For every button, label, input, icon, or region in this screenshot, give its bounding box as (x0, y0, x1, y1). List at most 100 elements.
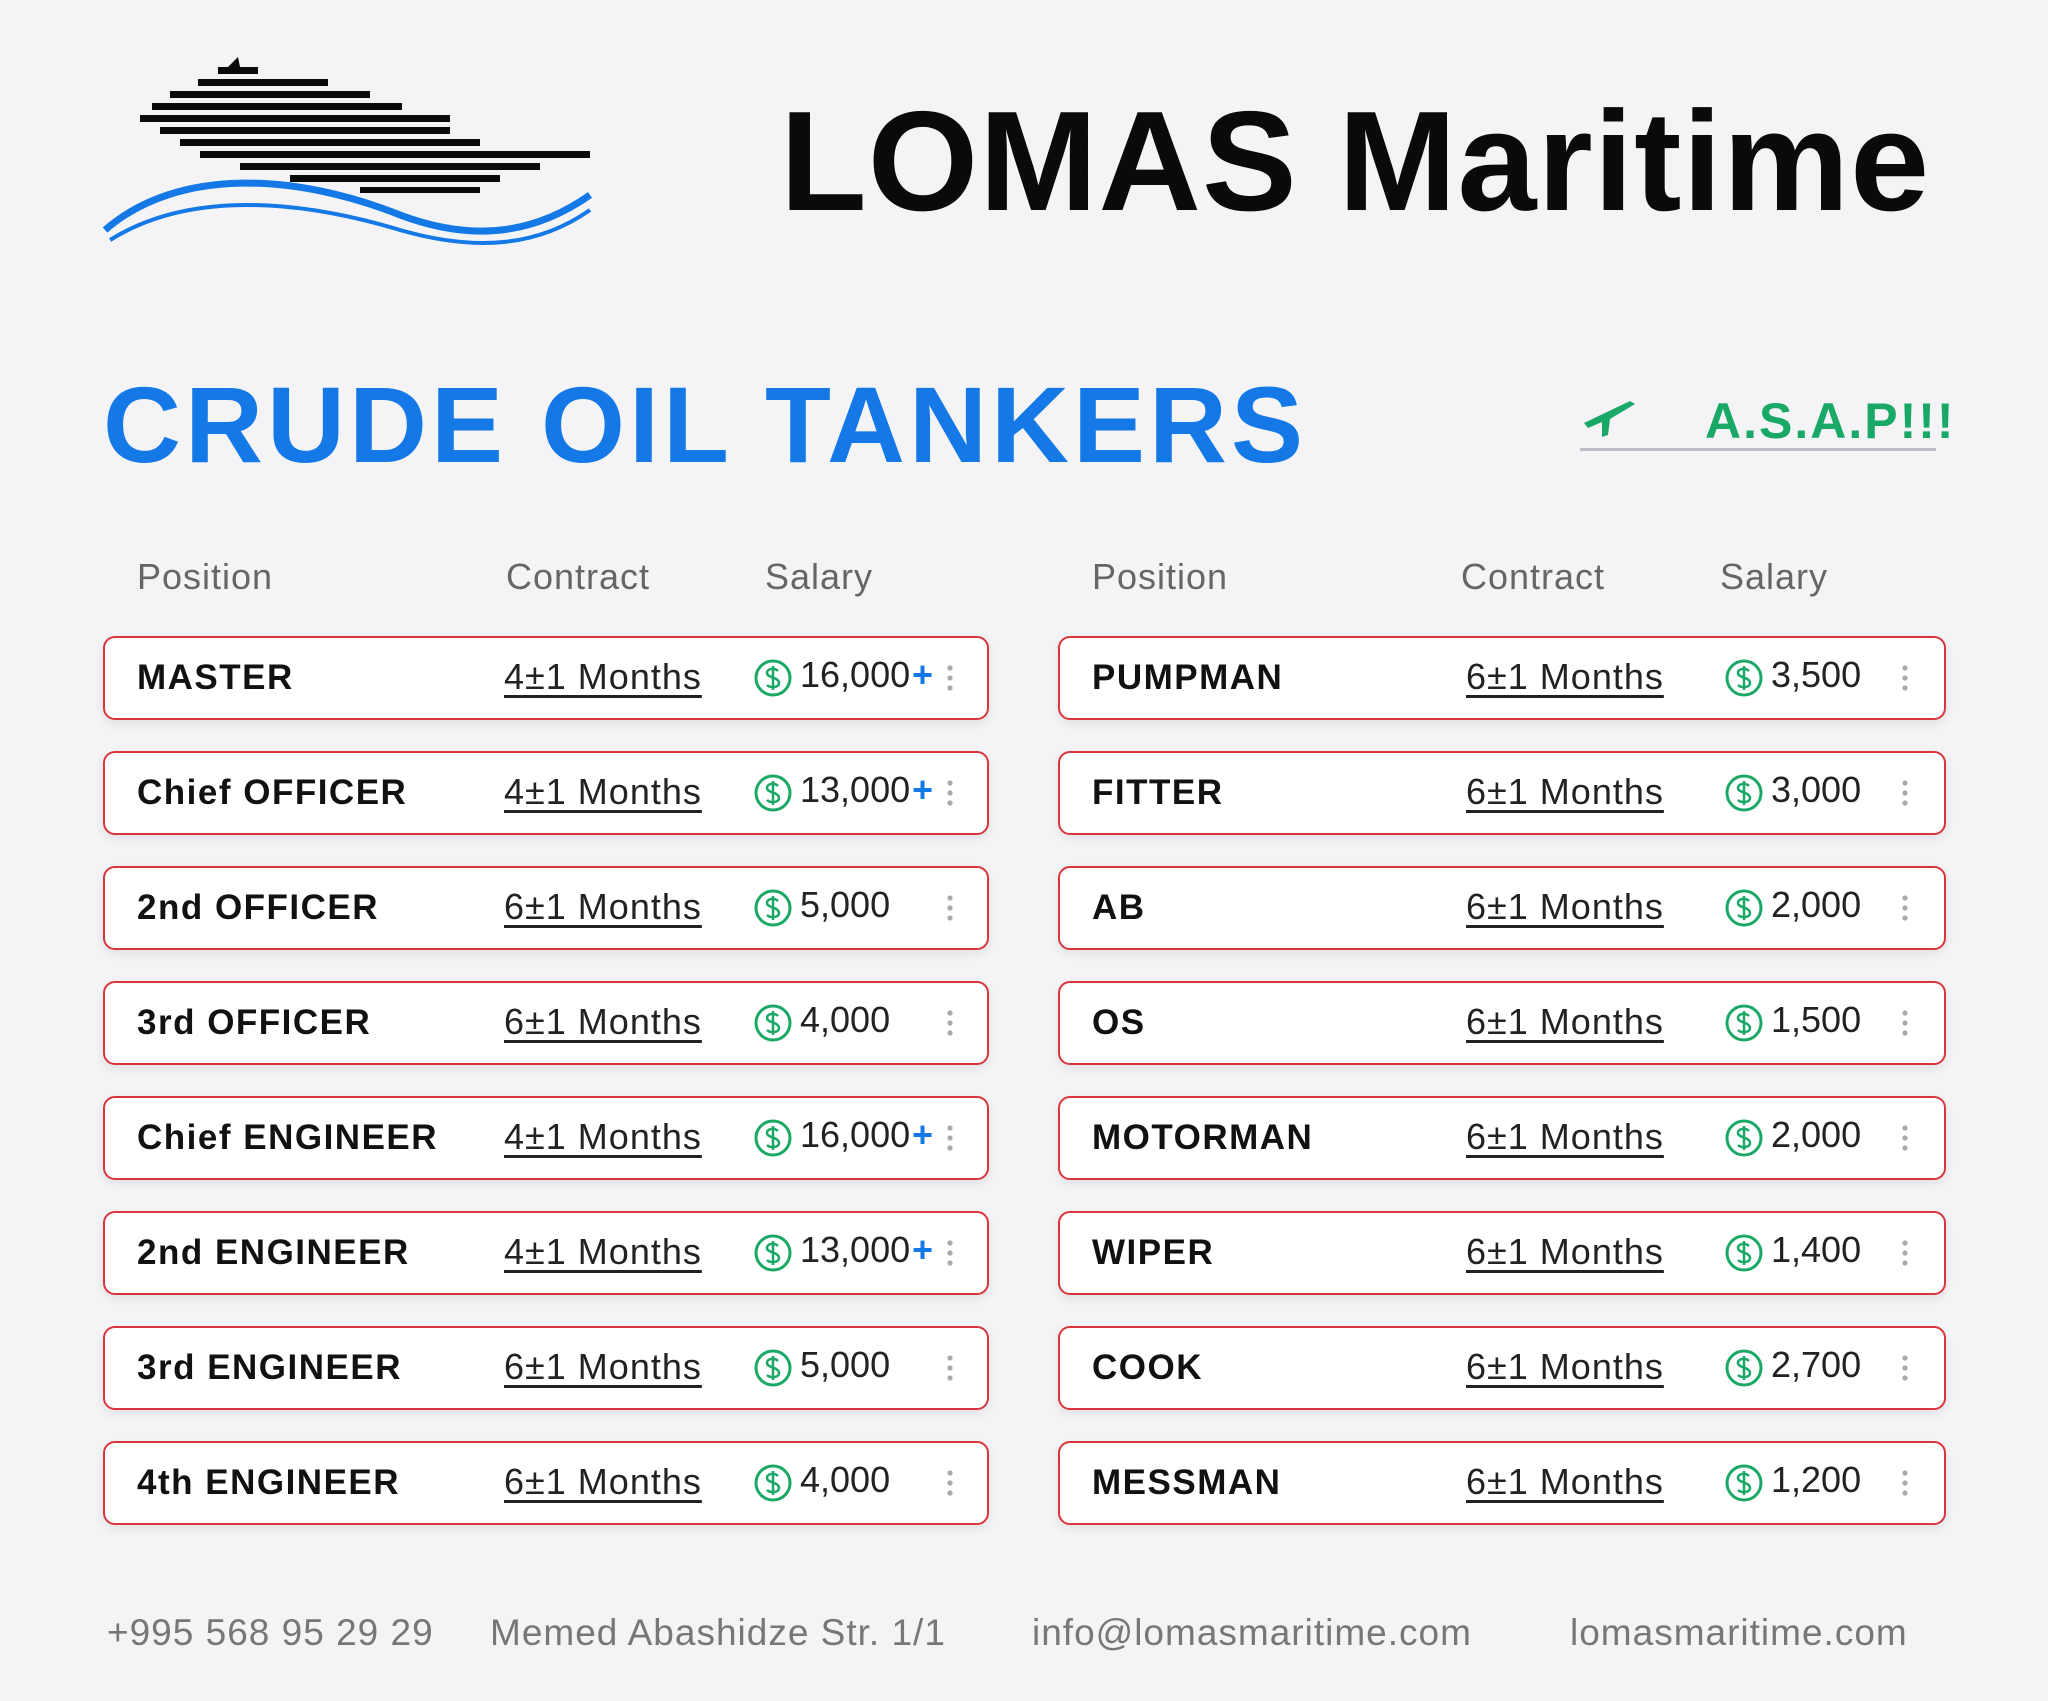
contract: 6±1 Months (1466, 656, 1664, 697)
contract: 4±1 Months (504, 1231, 702, 1272)
position: 2nd OFFICER (137, 888, 380, 927)
job-row (103, 981, 989, 1065)
position: 2nd ENGINEER (137, 1233, 410, 1272)
job-row (103, 1326, 989, 1410)
menu-dots[interactable] (945, 1468, 955, 1498)
footer-phone: +995 568 95 29 29 (107, 1612, 434, 1653)
salary: 1,500 (1771, 999, 1862, 1040)
dollar-icon (754, 1349, 792, 1387)
salary: 2,000 (1771, 884, 1862, 925)
contract: 6±1 Months (1466, 1461, 1664, 1502)
salary: 2,700 (1771, 1344, 1862, 1385)
column-header: Position (137, 556, 274, 597)
menu-dots[interactable] (1900, 663, 1910, 693)
menu-dots[interactable] (945, 1353, 955, 1383)
position: Chief ENGINEER (137, 1118, 439, 1157)
job-row (103, 751, 989, 835)
contract: 6±1 Months (1466, 771, 1664, 812)
salary: 1,200 (1771, 1459, 1862, 1500)
position: 4th ENGINEER (137, 1463, 401, 1502)
salary: 3,500 (1771, 654, 1862, 695)
salary: 1,400 (1771, 1229, 1862, 1270)
dollar-icon (1725, 1004, 1763, 1042)
dollar-icon (754, 1119, 792, 1157)
contract: 6±1 Months (1466, 1116, 1664, 1157)
dollar-icon (754, 1464, 792, 1502)
position: 3rd OFFICER (137, 1003, 372, 1042)
divider (1580, 448, 1936, 451)
contract: 6±1 Months (1466, 1346, 1664, 1387)
job-row (103, 1096, 989, 1180)
menu-dots[interactable] (1900, 1468, 1910, 1498)
menu-dots[interactable] (945, 1008, 955, 1038)
dollar-icon (1725, 1234, 1763, 1272)
dollar-icon (754, 659, 792, 697)
position: WIPER (1092, 1233, 1215, 1272)
dollar-icon (1725, 1119, 1763, 1157)
menu-dots[interactable] (1900, 1123, 1910, 1153)
menu-dots[interactable] (945, 1238, 955, 1268)
job-row (103, 866, 989, 950)
footer-address: Memed Abashidze Str. 1/1 (490, 1612, 946, 1653)
footer-website: lomasmaritime.com (1570, 1612, 1908, 1653)
salary-plus: + (912, 654, 934, 695)
position: AB (1092, 888, 1146, 927)
menu-dots[interactable] (945, 778, 955, 808)
salary: 5,000 (800, 884, 891, 925)
contract: 6±1 Months (504, 1461, 702, 1502)
menu-dots[interactable] (945, 893, 955, 923)
contract: 6±1 Months (1466, 1001, 1664, 1042)
asap-badge: A.S.A.P!!! (1705, 393, 1956, 449)
job-row (1058, 1326, 1946, 1410)
position: 3rd ENGINEER (137, 1348, 402, 1387)
contract: 4±1 Months (504, 771, 702, 812)
dollar-icon (754, 774, 792, 812)
menu-dots[interactable] (1900, 1238, 1910, 1268)
column-header: Salary (765, 556, 874, 597)
dollar-icon (1725, 1349, 1763, 1387)
logo (102, 57, 593, 245)
dollar-icon (1725, 774, 1763, 812)
job-row (103, 1441, 989, 1525)
dollar-icon (1725, 659, 1763, 697)
salary: 2,000 (1771, 1114, 1862, 1155)
position: Chief OFFICER (137, 773, 408, 812)
contract: 4±1 Months (504, 656, 702, 697)
menu-dots[interactable] (945, 663, 955, 693)
menu-dots[interactable] (1900, 893, 1910, 923)
column-header: Salary (1720, 556, 1829, 597)
salary: 4,000 (800, 1459, 891, 1500)
menu-dots[interactable] (945, 1123, 955, 1153)
job-row (1058, 1096, 1946, 1180)
dollar-icon (754, 889, 792, 927)
salary: 16,000 (800, 1114, 911, 1155)
position: OS (1092, 1003, 1146, 1042)
contract: 6±1 Months (1466, 886, 1664, 927)
job-row (103, 636, 989, 720)
menu-dots[interactable] (1900, 778, 1910, 808)
menu-dots[interactable] (1900, 1008, 1910, 1038)
dollar-icon (754, 1004, 792, 1042)
salary: 3,000 (1771, 769, 1862, 810)
dollar-icon (1725, 1464, 1763, 1502)
menu-dots[interactable] (1900, 1353, 1910, 1383)
plane-icon (1584, 401, 1635, 437)
salary: 4,000 (800, 999, 891, 1040)
position: PUMPMAN (1092, 658, 1284, 697)
column-header: Contract (1461, 556, 1606, 597)
contract: 4±1 Months (504, 1116, 702, 1157)
salary-plus: + (912, 1229, 934, 1270)
contract: 6±1 Months (1466, 1231, 1664, 1272)
position: MOTORMAN (1092, 1118, 1314, 1157)
position: FITTER (1092, 773, 1224, 812)
job-row (1058, 751, 1946, 835)
salary: 13,000 (800, 769, 911, 810)
job-row (103, 1211, 989, 1295)
contract: 6±1 Months (504, 1346, 702, 1387)
column-header: Position (1092, 556, 1229, 597)
salary: 13,000 (800, 1229, 911, 1270)
footer-email: info@lomasmaritime.com (1032, 1612, 1472, 1653)
job-row (1058, 636, 1946, 720)
contract: 6±1 Months (504, 1001, 702, 1042)
position: MASTER (137, 658, 294, 697)
